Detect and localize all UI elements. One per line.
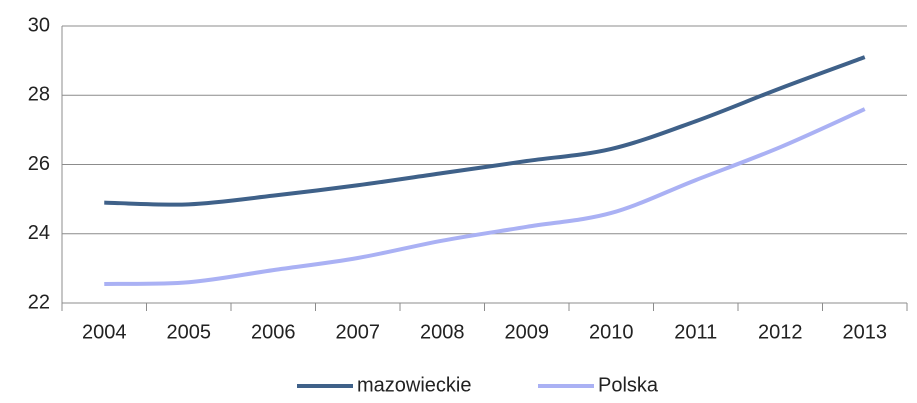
series-line	[104, 55, 866, 207]
y-tick-label: 28	[28, 84, 50, 106]
y-tick-label: 30	[28, 14, 50, 36]
legend-label: mazowieckie	[357, 374, 471, 396]
y-tick-label: 26	[28, 153, 50, 175]
x-tick-label: 2011	[674, 321, 717, 343]
x-tick-label: 2007	[336, 321, 381, 343]
x-tick-label: 2004	[82, 321, 127, 343]
x-tick-label: 2009	[505, 321, 550, 343]
series-line	[104, 107, 866, 286]
x-tick-label: 2010	[589, 321, 634, 343]
x-tick-label: 2006	[251, 321, 296, 343]
y-tick-label: 24	[28, 222, 50, 244]
x-tick-label: 2013	[843, 321, 888, 343]
y-tick-label: 22	[28, 291, 50, 313]
legend-label: Polska	[598, 374, 659, 396]
x-tick-label: 2005	[167, 321, 212, 343]
x-tick-label: 2008	[420, 321, 465, 343]
x-tick-label: 2012	[758, 321, 803, 343]
